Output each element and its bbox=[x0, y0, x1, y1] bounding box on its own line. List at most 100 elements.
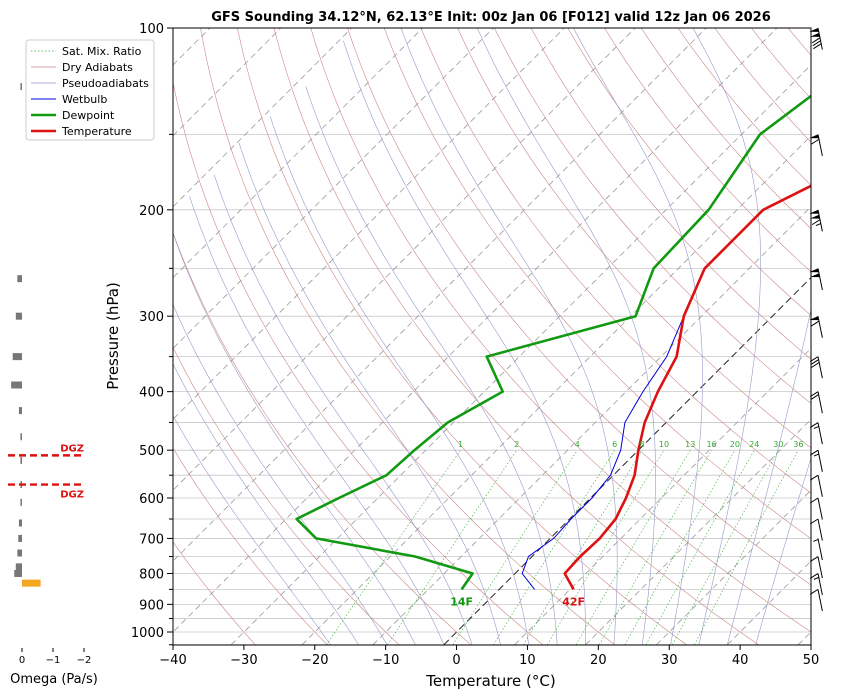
omega-bar bbox=[14, 569, 22, 577]
dry-adiabat-line bbox=[494, 28, 811, 404]
pseudoadiabat-line bbox=[343, 40, 586, 645]
x-tick-label: 0 bbox=[452, 653, 460, 668]
dry-adiabat-line bbox=[310, 28, 811, 633]
barb-full bbox=[812, 40, 821, 47]
barb-flag bbox=[810, 32, 820, 37]
mixing-ratio-label: 2 bbox=[514, 440, 519, 449]
x-tick-label: −30 bbox=[230, 653, 257, 668]
y-axis: 100 200 300 400 500 600 700 800 900 1000 bbox=[131, 22, 173, 646]
dry-adiabat-line bbox=[173, 447, 328, 645]
surface-dewpoint-label: 14F bbox=[450, 595, 473, 608]
legend-label: Dewpoint bbox=[62, 109, 115, 122]
barb-full bbox=[809, 391, 819, 398]
pseudoadiabat-line bbox=[173, 363, 359, 645]
isotherm-line bbox=[173, 28, 707, 562]
barb-full bbox=[809, 573, 819, 579]
dry-adiabat-line bbox=[530, 28, 811, 360]
mixing-ratio-label: 6 bbox=[612, 440, 617, 449]
wind-barb bbox=[809, 27, 823, 50]
barb-staff bbox=[817, 475, 823, 497]
legend-label: Wetbulb bbox=[62, 93, 107, 106]
pseudoadiabat-line bbox=[692, 28, 761, 645]
wind-barb bbox=[809, 573, 823, 596]
barb-half bbox=[813, 425, 819, 429]
mixing-ratio-label: 10 bbox=[659, 440, 669, 449]
omega-tick-label: −1 bbox=[46, 655, 61, 666]
mixing-ratio-line bbox=[326, 450, 461, 645]
y-tick-label: 700 bbox=[139, 532, 164, 547]
dry-adiabat-line bbox=[347, 28, 811, 586]
dry-adiabat-line bbox=[420, 28, 811, 494]
chart-title: GFS Sounding 34.12°N, 62.13°E Init: 00z … bbox=[211, 10, 771, 25]
barb-staff bbox=[817, 209, 823, 232]
barb-half bbox=[813, 453, 819, 457]
dry-adiabat-line bbox=[604, 28, 811, 273]
barb-flag bbox=[809, 268, 819, 273]
dry-adiabat-line bbox=[173, 346, 400, 645]
barb-flag bbox=[809, 209, 819, 214]
omega-bars: DGZ DGZ bbox=[8, 83, 84, 587]
omega-bar bbox=[12, 353, 22, 361]
y-axis-label: Pressure (hPa) bbox=[104, 282, 122, 390]
legend-label: Sat. Mix. Ratio bbox=[62, 45, 142, 58]
barb-staff bbox=[817, 356, 823, 379]
mixing-ratio-line bbox=[599, 450, 712, 645]
isotherm-line bbox=[173, 28, 778, 633]
wind-barb bbox=[809, 497, 823, 520]
mixing-ratio-label: 4 bbox=[575, 440, 580, 449]
y-tick-label: 800 bbox=[139, 567, 164, 582]
mixing-ratio-label: 1 bbox=[458, 440, 463, 449]
omega-bar bbox=[20, 83, 22, 91]
mixing-ratio-label: 20 bbox=[730, 440, 740, 449]
dry-adiabat-line bbox=[200, 28, 615, 645]
barb-staff bbox=[817, 134, 823, 157]
pseudoadiabat-line bbox=[727, 307, 811, 645]
x-tick-label: −20 bbox=[301, 653, 328, 668]
wind-barb bbox=[809, 588, 823, 612]
wetbulb-line bbox=[521, 316, 685, 590]
omega-bar bbox=[15, 312, 22, 320]
barb-staff bbox=[817, 316, 823, 338]
y-tick-label: 600 bbox=[139, 492, 164, 507]
barb-full bbox=[809, 497, 819, 504]
barb-flag bbox=[810, 214, 820, 219]
wind-barb bbox=[809, 209, 823, 232]
mixing-ratio-label: 30 bbox=[773, 440, 783, 449]
barb-full bbox=[809, 474, 819, 481]
mixing-ratio-line bbox=[624, 450, 736, 645]
barb-full bbox=[811, 37, 821, 44]
x-tick-label: −40 bbox=[159, 653, 186, 668]
mixing-ratio-label: 13 bbox=[685, 440, 695, 449]
x-tick-label: 40 bbox=[732, 653, 749, 668]
barb-full bbox=[809, 588, 819, 595]
pseudoadiabat-line bbox=[189, 196, 445, 645]
legend-label: Temperature bbox=[61, 125, 132, 138]
barb-full bbox=[813, 43, 822, 50]
dewpoint-line bbox=[295, 94, 811, 591]
profile-lines bbox=[295, 94, 811, 591]
barb-staff bbox=[817, 422, 823, 445]
barb-flag bbox=[810, 273, 820, 278]
mixing-ratio-line bbox=[694, 450, 799, 645]
dry-adiabat-line bbox=[677, 28, 811, 186]
omega-bar bbox=[20, 433, 22, 441]
pseudoadiabat-line bbox=[477, 28, 656, 645]
omega-bar bbox=[20, 498, 22, 506]
omega-bar bbox=[17, 549, 22, 557]
dry-adiabat-line bbox=[383, 28, 811, 540]
legend-items: Sat. Mix. Ratio Dry Adiabats Pseudoadiabat… bbox=[31, 45, 149, 138]
barb-staff bbox=[817, 497, 823, 520]
legend-label: Dry Adiabats bbox=[62, 61, 133, 74]
barb-full bbox=[811, 362, 820, 368]
omega-bar bbox=[18, 407, 22, 415]
dry-adiabat-line bbox=[237, 28, 687, 645]
x-tick-label: 10 bbox=[519, 653, 536, 668]
pseudoadiabat-line bbox=[173, 303, 388, 645]
dry-adiabat-line bbox=[173, 80, 543, 645]
legend: Sat. Mix. Ratio Dry Adiabats Pseudoadiabat… bbox=[25, 39, 155, 141]
dry-adiabat-line bbox=[640, 28, 811, 230]
mixing-ratio-line bbox=[523, 450, 643, 645]
barb-full bbox=[809, 356, 819, 363]
omega-tick-label: −2 bbox=[77, 655, 92, 666]
dry-adiabat-line bbox=[273, 28, 759, 645]
